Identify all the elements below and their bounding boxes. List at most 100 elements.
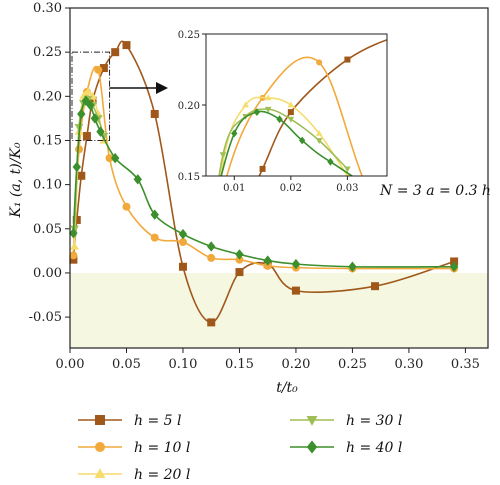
data-point-4-10 (178, 228, 188, 240)
data-point-2-3 (83, 87, 93, 96)
data-point-2-0 (70, 241, 79, 250)
data-point-4-2 (77, 108, 86, 120)
data-point-0-8 (150, 109, 159, 118)
x-tick-label: 0.00 (56, 357, 85, 372)
annotation-text: N = 3 a = 0.3 h (379, 183, 491, 199)
legend-marker-2 (94, 468, 106, 478)
data-point-1-6 (150, 233, 159, 242)
data-point-0-11 (235, 268, 244, 277)
data-point-0-0 (69, 255, 78, 264)
y-tick-label: 0.15 (33, 133, 62, 148)
data-point-0-4 (88, 96, 97, 105)
data-point-1-0 (69, 251, 78, 260)
y-tick-label: 0.30 (33, 1, 62, 16)
data-point-4-6 (96, 126, 105, 137)
inset-data-point-3-1 (219, 152, 227, 159)
x-tick-label: 0.35 (451, 357, 480, 372)
data-point-0-6 (111, 48, 120, 57)
data-point-4-8 (133, 174, 142, 185)
y-tick-label: 0.05 (33, 222, 62, 237)
inset-data-point-1-3 (316, 59, 323, 66)
data-point-1-4 (105, 154, 114, 163)
main-plot: 0.00 0.05 0.10 0.15 0.20 0.25 0.30 0.35 -0.05 0.0… (29, 1, 489, 372)
x-axis-label: t/t₀ (276, 380, 298, 396)
data-point-1-10 (263, 261, 272, 270)
legend: h = 5 l h = 10 l h = 20 l h = 30 l h = 40 l (78, 413, 402, 483)
data-point-4-0 (69, 227, 78, 239)
inset-series-line-0 (258, 38, 387, 176)
inset-y-tick-label: 0.20 (178, 101, 200, 112)
data-point-1-7 (178, 238, 187, 247)
x-tick-label: 0.20 (281, 357, 310, 372)
data-point-0-9 (178, 262, 187, 271)
inset-data-point-3-6 (344, 166, 351, 173)
x-tick-label: 0.10 (168, 357, 197, 372)
inset-data-point-4-3 (253, 108, 261, 116)
data-point-4-14 (291, 258, 301, 270)
legend-item-4: h = 40 l (290, 440, 402, 456)
y-tick-label: -0.05 (29, 310, 62, 325)
data-point-4-15 (348, 261, 357, 272)
inset-x-tick-label: 0.03 (336, 183, 358, 194)
data-point-4-12 (235, 249, 244, 260)
legend-label: h = 20 l (134, 467, 190, 483)
data-point-4-7 (110, 152, 120, 164)
data-point-1-9 (235, 255, 244, 264)
legend-label: h = 5 l (134, 413, 181, 429)
inset-data-point-4-2 (231, 129, 238, 138)
data-point-4-9 (150, 209, 159, 220)
y-tick-label: 0.20 (33, 89, 62, 104)
series-0 (69, 40, 459, 327)
inset-data-point-3-4 (287, 116, 295, 123)
legend-item-1: h = 10 l (78, 440, 190, 456)
data-point-4-4 (86, 99, 95, 111)
data-point-1-8 (207, 253, 216, 262)
inset-y-tick-label: 0.15 (178, 172, 200, 183)
inset-x-tick-label: 0.02 (280, 183, 302, 194)
data-point-4-1 (72, 161, 81, 173)
inset-data-point-2-5 (315, 129, 323, 136)
inset-data-point-2-4 (287, 101, 295, 108)
inset-series (218, 38, 387, 176)
inset-y-tick-label: 0.25 (178, 30, 200, 41)
data-point-0-5 (99, 64, 108, 73)
legend-marker-4 (306, 440, 318, 454)
inset-data-point-2-3 (264, 94, 272, 101)
zoom-box (71, 51, 111, 141)
plot-frame (69, 7, 489, 349)
data-point-0-7 (122, 41, 131, 50)
x-tick-label: 0.05 (112, 357, 141, 372)
series-4 (69, 95, 459, 272)
zoom-arrow-head (156, 82, 168, 94)
x-tick-label: 0.25 (338, 357, 367, 372)
x-tick-label: 0.30 (394, 357, 423, 372)
inset-data-point-4-5 (299, 136, 306, 145)
legend-label: h = 10 l (134, 440, 190, 456)
inset-data-point-3-3 (264, 106, 272, 113)
y-tick-label: 0.00 (33, 266, 62, 281)
y-tick-label: 0.10 (33, 178, 62, 193)
data-point-4-13 (263, 255, 272, 266)
data-point-1-3 (94, 65, 103, 74)
data-point-1-5 (122, 202, 131, 211)
legend-label: h = 30 l (346, 413, 402, 429)
data-point-0-15 (450, 257, 459, 266)
inset-data-point-4-4 (276, 115, 283, 124)
x-tick-label: 0.15 (225, 357, 254, 372)
inset-data-point-2-6 (345, 172, 350, 176)
inset-series-line-1 (226, 56, 364, 176)
inset-data-point-0-4 (287, 109, 294, 116)
data-point-4-11 (207, 241, 216, 252)
inset-x-tick-label: 0.01 (223, 183, 245, 194)
y-axis-label: K₁ (a, t)/K₀ (8, 142, 24, 218)
data-point-4-5 (90, 113, 100, 124)
data-point-0-10 (207, 318, 216, 327)
negative-region (70, 272, 488, 348)
legend-label: h = 40 l (346, 440, 402, 456)
legend-item-2: h = 20 l (78, 467, 190, 483)
data-point-0-3 (82, 132, 91, 141)
inset-plot: 0.01 0.02 0.03 0.15 0.20 0.25 (178, 30, 388, 194)
inset-data-point-4-6 (327, 157, 334, 166)
inset-data-point-0-3 (259, 165, 266, 172)
